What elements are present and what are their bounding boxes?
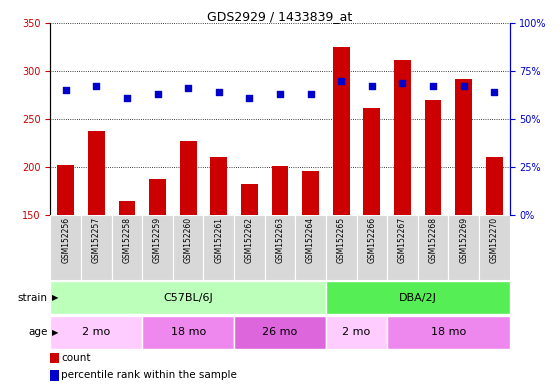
Bar [142, 316, 234, 349]
Point [428, 83, 437, 89]
Text: GSM152259: GSM152259 [153, 217, 162, 263]
Bar [173, 215, 203, 280]
Text: C57BL/6J: C57BL/6J [164, 293, 213, 303]
Bar [357, 215, 387, 280]
Point [92, 83, 101, 89]
Text: GSM152267: GSM152267 [398, 217, 407, 263]
Text: GDS2929 / 1433839_at: GDS2929 / 1433839_at [207, 10, 353, 23]
Bar [265, 215, 295, 280]
Bar [272, 166, 288, 215]
Text: GSM152264: GSM152264 [306, 217, 315, 263]
Text: 18 mo: 18 mo [431, 327, 466, 337]
Point [245, 95, 254, 101]
Text: ▶: ▶ [52, 293, 58, 302]
Point [459, 83, 468, 89]
Text: GSM152270: GSM152270 [490, 217, 499, 263]
Text: age: age [28, 327, 48, 337]
Bar [57, 165, 74, 215]
Bar [387, 215, 418, 280]
Bar [88, 131, 105, 215]
Bar [149, 179, 166, 215]
Point [490, 89, 499, 95]
Text: ▶: ▶ [52, 328, 58, 337]
Bar [479, 215, 510, 280]
Text: strain: strain [17, 293, 48, 303]
Text: 18 mo: 18 mo [171, 327, 206, 337]
Text: 2 mo: 2 mo [342, 327, 371, 337]
Bar [111, 215, 142, 280]
Text: count: count [61, 353, 91, 363]
Text: percentile rank within the sample: percentile rank within the sample [61, 370, 237, 381]
Bar [81, 215, 111, 280]
Bar [363, 108, 380, 215]
Point [214, 89, 223, 95]
Bar [50, 215, 81, 280]
Point [276, 91, 284, 97]
Bar [241, 184, 258, 215]
Bar [326, 281, 510, 314]
Bar [326, 316, 387, 349]
Bar [50, 353, 59, 363]
Point [367, 83, 376, 89]
Bar [234, 215, 265, 280]
Bar [387, 316, 510, 349]
Bar [50, 281, 326, 314]
Text: GSM152262: GSM152262 [245, 217, 254, 263]
Text: GSM152265: GSM152265 [337, 217, 346, 263]
Text: 2 mo: 2 mo [82, 327, 110, 337]
Text: GSM152260: GSM152260 [184, 217, 193, 263]
Text: GSM152266: GSM152266 [367, 217, 376, 263]
Bar [50, 370, 59, 381]
Point [184, 85, 193, 91]
Bar [424, 100, 441, 215]
Text: GSM152268: GSM152268 [428, 217, 437, 263]
Text: 26 mo: 26 mo [263, 327, 297, 337]
Text: DBA/2J: DBA/2J [399, 293, 437, 303]
Bar [142, 215, 173, 280]
Bar [486, 157, 503, 215]
Bar [333, 47, 349, 215]
Bar [394, 60, 411, 215]
Bar [418, 215, 449, 280]
Bar [326, 215, 357, 280]
Text: GSM152256: GSM152256 [61, 217, 70, 263]
Bar [234, 316, 326, 349]
Point [61, 87, 70, 93]
Bar [455, 79, 472, 215]
Point [123, 95, 132, 101]
Bar [302, 171, 319, 215]
Text: GSM152269: GSM152269 [459, 217, 468, 263]
Point [398, 79, 407, 86]
Bar [449, 215, 479, 280]
Bar [119, 200, 136, 215]
Text: GSM152263: GSM152263 [276, 217, 284, 263]
Bar [180, 141, 197, 215]
Bar [50, 316, 142, 349]
Point [153, 91, 162, 97]
Bar [203, 215, 234, 280]
Text: GSM152257: GSM152257 [92, 217, 101, 263]
Text: GSM152258: GSM152258 [123, 217, 132, 263]
Bar [211, 157, 227, 215]
Point [306, 91, 315, 97]
Bar [295, 215, 326, 280]
Text: GSM152261: GSM152261 [214, 217, 223, 263]
Point [337, 78, 346, 84]
